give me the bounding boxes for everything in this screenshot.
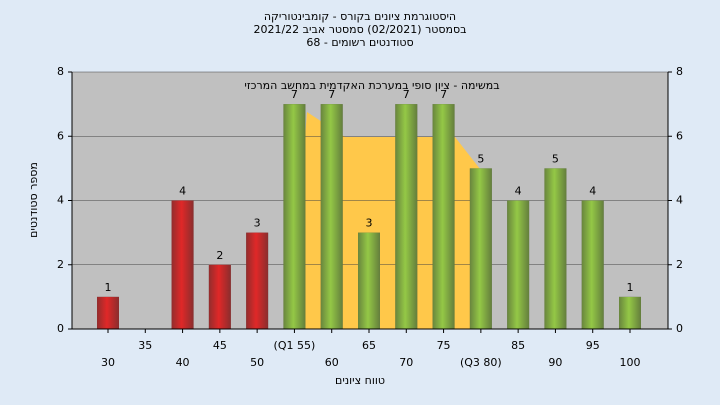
x-tick-label: 70 [399,356,413,369]
x-tick-label: (Q3 80) [460,356,502,369]
value-label: 3 [366,217,373,230]
value-label: 4 [515,185,522,198]
bar [283,104,306,329]
y-tick-label: 0 [57,322,64,335]
bar [246,232,269,329]
annotation: במשימה - ציון סופי במערכת האקדמית במחשב … [244,79,499,92]
value-label: 4 [179,185,186,198]
value-label: 5 [552,152,559,165]
y2-tick-label: 4 [676,194,683,207]
bar [208,264,231,329]
bar [507,200,530,329]
y-tick-label: 2 [57,258,64,271]
bar [469,168,492,329]
y2-tick-label: 2 [676,258,683,271]
x-tick-label: 65 [362,339,376,352]
y-tick-label: 4 [57,194,64,207]
x-tick-label: 40 [176,356,190,369]
x-tick-label: 85 [511,339,525,352]
chart-title: היסטוגרמת ציונים בקורס - קומבינטוריקה [264,10,456,23]
x-tick-label: 100 [620,356,641,369]
value-label: 5 [477,152,484,165]
bar [320,104,343,329]
chart-title: בסמסטר (02/2021) סמסטר אביב 2021/22 [253,23,466,36]
y-axis-title: מספר סטודנטים [27,162,40,238]
x-tick-label: 60 [325,356,339,369]
y2-tick-label: 0 [676,322,683,335]
x-tick-label: (Q1 55) [274,339,316,352]
value-label: 4 [589,185,596,198]
value-label: 2 [216,249,223,262]
y2-tick-label: 8 [676,65,683,78]
bar [544,168,567,329]
bar [432,104,455,329]
value-label: 7 [403,88,410,101]
x-tick-label: 45 [213,339,227,352]
chart-title: סטודנטים רשומים - 68 [306,36,413,49]
bar [619,296,641,329]
y-tick-label: 6 [57,129,64,142]
value-label: 3 [254,217,261,230]
bar [395,104,418,329]
value-label: 1 [627,281,634,294]
value-label: 7 [291,88,298,101]
bar [97,296,119,329]
value-label: 7 [440,88,447,101]
bar [171,200,194,329]
bar [358,232,380,329]
value-label: 1 [105,281,112,294]
x-axis-title: טווח ציונים [335,374,385,387]
x-tick-label: 50 [250,356,264,369]
value-label: 7 [328,88,335,101]
x-tick-label: 95 [586,339,600,352]
y-tick-label: 8 [57,65,64,78]
x-tick-label: 35 [138,339,152,352]
bar [581,200,604,329]
x-tick-label: 30 [101,356,115,369]
x-tick-label: 75 [437,339,451,352]
x-tick-label: 90 [548,356,562,369]
y2-tick-label: 6 [676,129,683,142]
